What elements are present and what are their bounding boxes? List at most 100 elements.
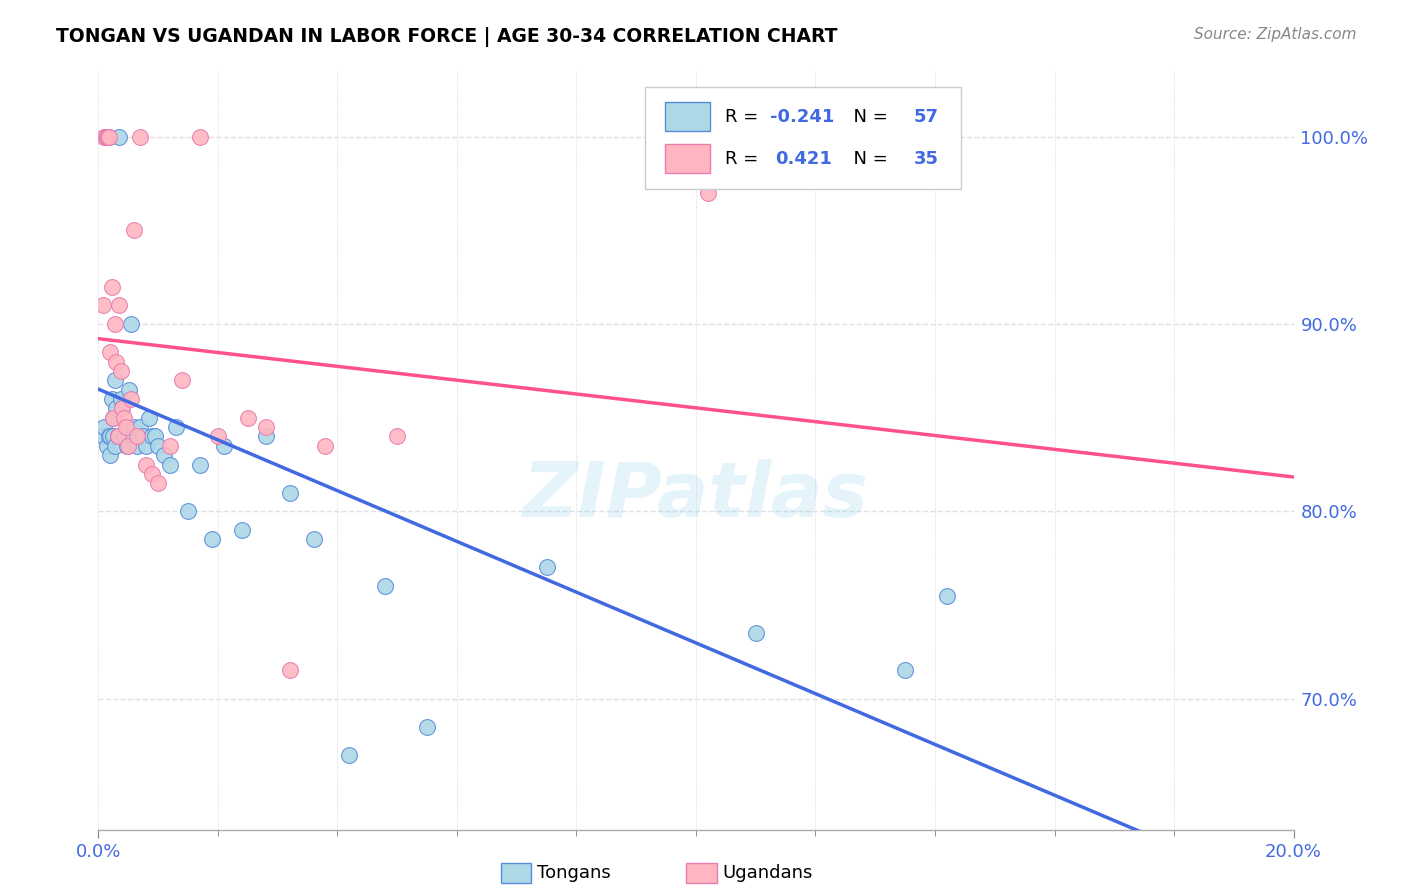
Point xyxy=(120,392,142,406)
Point xyxy=(128,429,150,443)
Point xyxy=(254,420,277,434)
Point xyxy=(124,420,146,434)
Point xyxy=(105,401,128,416)
FancyBboxPatch shape xyxy=(644,87,962,189)
Point xyxy=(122,429,145,443)
Text: Tongans: Tongans xyxy=(537,864,610,882)
Point xyxy=(111,401,134,416)
Point xyxy=(101,410,124,425)
Point xyxy=(278,664,301,678)
Text: 0.421: 0.421 xyxy=(775,150,832,168)
Point xyxy=(117,439,139,453)
Point xyxy=(894,664,917,678)
Point xyxy=(374,579,396,593)
Point xyxy=(339,747,361,762)
Text: TONGAN VS UGANDAN IN LABOR FORCE | AGE 30-34 CORRELATION CHART: TONGAN VS UGANDAN IN LABOR FORCE | AGE 3… xyxy=(56,27,838,46)
Point xyxy=(98,129,121,144)
Text: -0.241: -0.241 xyxy=(770,108,834,126)
Point xyxy=(103,439,125,453)
Point xyxy=(172,373,194,387)
Point xyxy=(124,223,146,237)
Point xyxy=(141,429,163,443)
FancyBboxPatch shape xyxy=(665,103,710,131)
Text: R =: R = xyxy=(724,108,763,126)
Point xyxy=(135,458,157,472)
Point xyxy=(98,345,122,359)
Point xyxy=(177,504,200,518)
Point xyxy=(159,458,181,472)
Point xyxy=(104,373,127,387)
Point xyxy=(153,448,176,462)
Text: N =: N = xyxy=(842,150,893,168)
Point xyxy=(120,317,142,331)
Point xyxy=(98,129,121,144)
Point xyxy=(115,420,138,434)
Point xyxy=(98,448,121,462)
Text: 35: 35 xyxy=(914,150,938,168)
Point xyxy=(302,533,325,547)
Point xyxy=(188,458,211,472)
Point xyxy=(107,129,129,144)
Point xyxy=(536,560,558,574)
Point xyxy=(115,439,138,453)
Point xyxy=(936,589,959,603)
Point xyxy=(93,129,115,144)
Point xyxy=(108,298,131,312)
Point xyxy=(141,467,163,481)
Point xyxy=(110,364,132,378)
Point xyxy=(97,129,120,144)
Point xyxy=(100,279,122,293)
Point xyxy=(697,186,720,200)
Point xyxy=(207,429,229,443)
Point xyxy=(107,429,129,443)
Point xyxy=(129,420,152,434)
Point xyxy=(94,129,117,144)
Point xyxy=(112,429,135,443)
Point xyxy=(127,429,149,443)
Point xyxy=(96,129,118,144)
Point xyxy=(100,392,122,406)
Point xyxy=(111,401,134,416)
Point xyxy=(117,420,139,434)
Point xyxy=(96,439,118,453)
Point xyxy=(745,626,768,640)
Point xyxy=(105,354,128,368)
Text: ZIPatlas: ZIPatlas xyxy=(523,459,869,533)
Point xyxy=(110,392,132,406)
Point xyxy=(107,429,129,443)
Point xyxy=(94,129,117,144)
Point xyxy=(236,410,259,425)
Point xyxy=(93,420,115,434)
Text: N =: N = xyxy=(842,108,893,126)
FancyBboxPatch shape xyxy=(665,145,710,173)
Point xyxy=(212,439,235,453)
Point xyxy=(103,410,125,425)
Point xyxy=(385,429,409,443)
Point xyxy=(188,129,211,144)
Point xyxy=(127,439,149,453)
Point xyxy=(201,533,224,547)
Point xyxy=(231,523,253,537)
Point xyxy=(114,429,136,443)
Point xyxy=(159,439,181,453)
Point xyxy=(96,129,118,144)
Point xyxy=(165,420,187,434)
Point xyxy=(315,439,337,453)
Point xyxy=(135,439,157,453)
Point xyxy=(96,129,118,144)
Point xyxy=(129,129,152,144)
Text: Ugandans: Ugandans xyxy=(723,864,813,882)
Point xyxy=(104,317,127,331)
Point xyxy=(91,298,114,312)
Point xyxy=(278,485,301,500)
Point xyxy=(416,720,439,734)
Point xyxy=(148,439,170,453)
Point xyxy=(132,429,155,443)
Point xyxy=(91,429,114,443)
Point xyxy=(254,429,277,443)
Point xyxy=(118,383,141,397)
Point xyxy=(112,410,135,425)
Point xyxy=(103,429,125,443)
Point xyxy=(97,429,120,443)
Point xyxy=(148,476,170,491)
